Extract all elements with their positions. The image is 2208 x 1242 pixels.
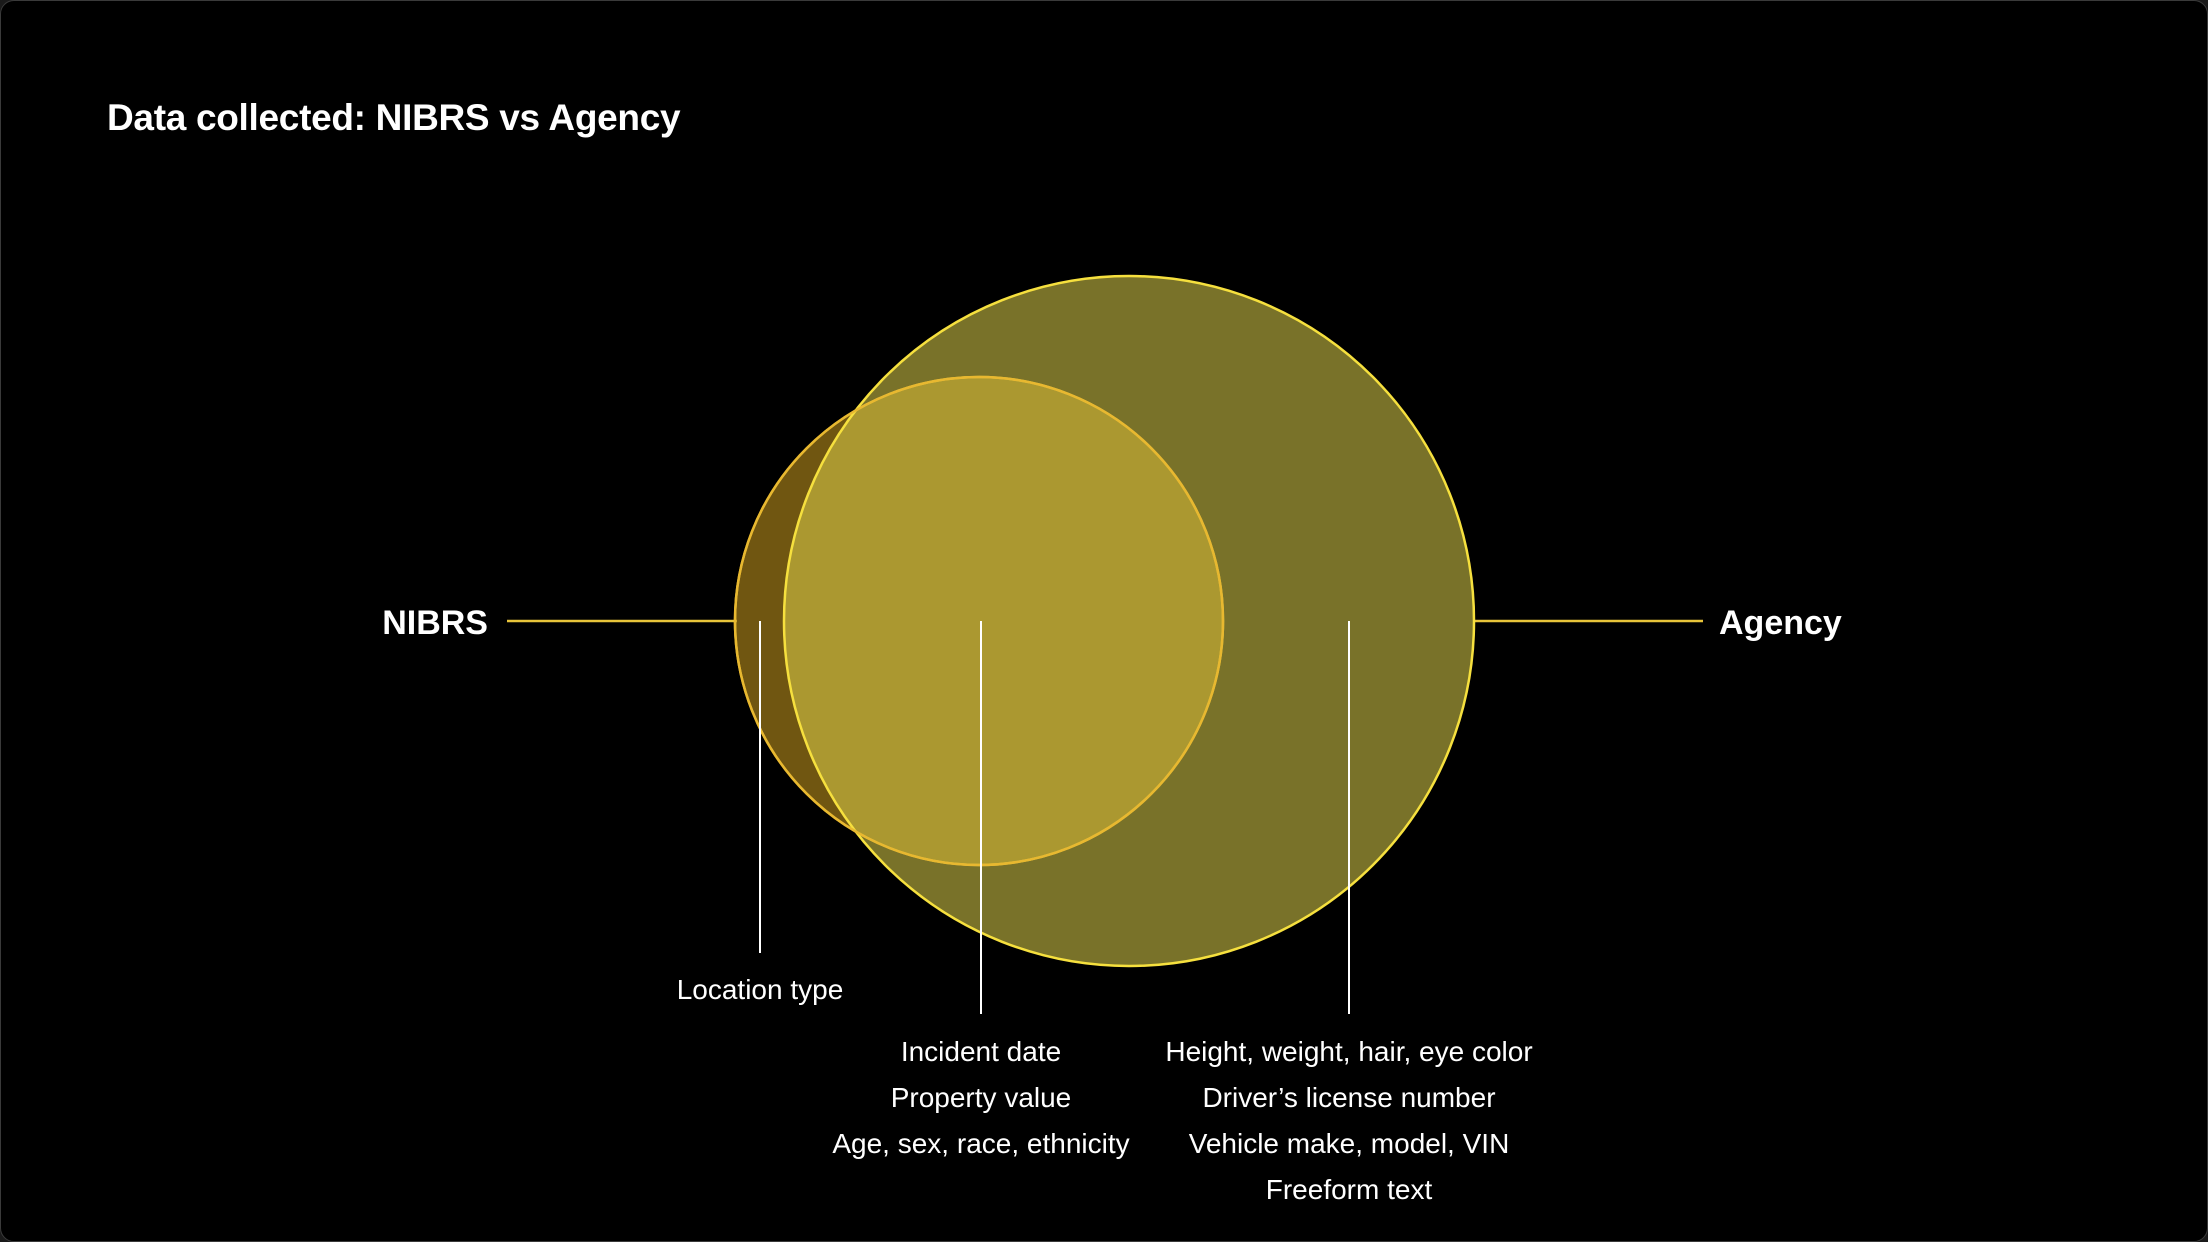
nibrs-label: NIBRS: [382, 604, 488, 642]
overlap-item: Incident date: [901, 1036, 1061, 1067]
agency-only-item: Freeform text: [1266, 1174, 1433, 1205]
overlap-item: Property value: [891, 1082, 1072, 1113]
nibrs-circle-outline: [733, 375, 1225, 867]
diagram-title: Data collected: NIBRS vs Agency: [107, 97, 681, 138]
agency-only-item: Height, weight, hair, eye color: [1165, 1036, 1532, 1067]
agency-circle: [782, 274, 1476, 968]
nibrs-only-item: Location type: [677, 974, 844, 1005]
agency-only-item: Driver’s license number: [1202, 1082, 1495, 1113]
agency-only-item: Vehicle make, model, VIN: [1189, 1128, 1510, 1159]
agency-label: Agency: [1719, 604, 1842, 642]
overlap-item: Age, sex, race, ethnicity: [832, 1128, 1129, 1159]
